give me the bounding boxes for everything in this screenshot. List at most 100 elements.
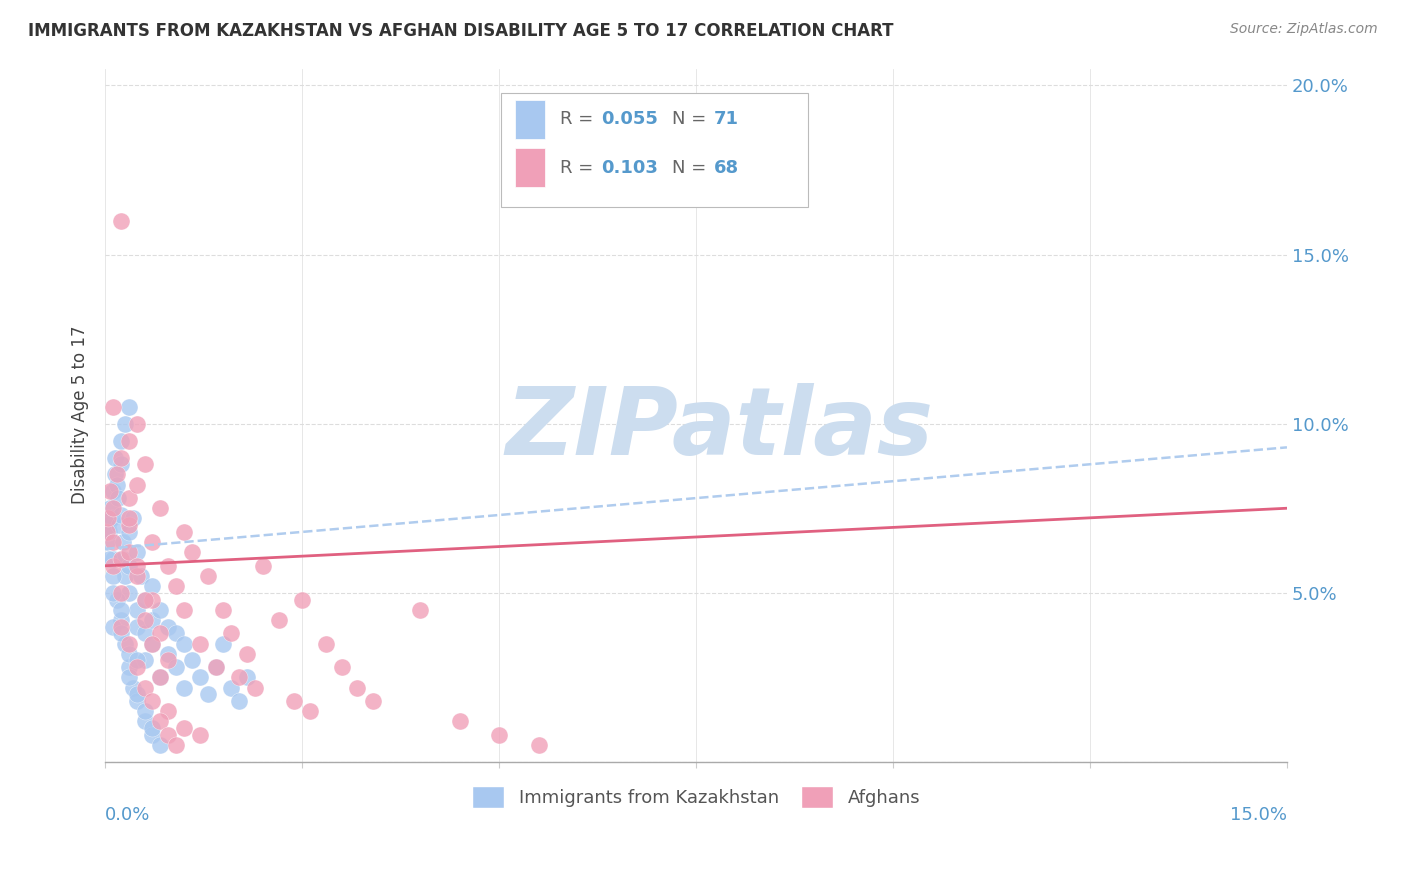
Point bbox=[204, 660, 226, 674]
Point bbox=[134, 457, 156, 471]
Point bbox=[141, 613, 163, 627]
Point bbox=[101, 552, 124, 566]
Point bbox=[134, 704, 156, 718]
Text: 68: 68 bbox=[714, 159, 740, 177]
Point bbox=[157, 558, 180, 573]
Point bbox=[129, 569, 152, 583]
Point bbox=[149, 626, 172, 640]
Point bbox=[488, 728, 510, 742]
Point bbox=[330, 660, 353, 674]
Point bbox=[112, 552, 135, 566]
Point bbox=[173, 681, 195, 695]
Point bbox=[299, 704, 322, 718]
Point bbox=[236, 647, 259, 661]
Point bbox=[105, 592, 128, 607]
Point bbox=[149, 738, 172, 752]
Point bbox=[118, 647, 141, 661]
Point bbox=[409, 603, 432, 617]
Point bbox=[121, 681, 143, 695]
Point bbox=[291, 592, 314, 607]
Point bbox=[118, 660, 141, 674]
Point bbox=[101, 619, 124, 633]
Text: N =: N = bbox=[672, 159, 713, 177]
Point bbox=[118, 545, 141, 559]
Point bbox=[104, 467, 127, 482]
Point bbox=[173, 636, 195, 650]
Point bbox=[165, 579, 187, 593]
Bar bbox=[515, 101, 544, 138]
Point bbox=[125, 545, 148, 559]
Point bbox=[105, 467, 128, 482]
Point bbox=[141, 535, 163, 549]
Point bbox=[149, 501, 172, 516]
Point bbox=[118, 491, 141, 505]
Point bbox=[101, 400, 124, 414]
Point bbox=[228, 694, 250, 708]
Point bbox=[107, 491, 129, 505]
Point bbox=[134, 714, 156, 729]
Point bbox=[173, 603, 195, 617]
Text: R =: R = bbox=[560, 159, 599, 177]
Point bbox=[96, 535, 118, 549]
Point bbox=[236, 670, 259, 684]
Text: 0.0%: 0.0% bbox=[105, 805, 150, 824]
Point bbox=[188, 636, 211, 650]
Point bbox=[110, 450, 132, 465]
Point bbox=[141, 636, 163, 650]
Point bbox=[157, 653, 180, 667]
Point bbox=[110, 586, 132, 600]
Point bbox=[283, 694, 305, 708]
Point bbox=[197, 569, 219, 583]
Point bbox=[125, 603, 148, 617]
Point bbox=[134, 681, 156, 695]
Point bbox=[110, 613, 132, 627]
Point bbox=[228, 670, 250, 684]
Point bbox=[110, 603, 132, 617]
Point bbox=[118, 524, 141, 539]
Point bbox=[141, 728, 163, 742]
Text: R =: R = bbox=[560, 111, 599, 128]
Point bbox=[118, 586, 141, 600]
Point bbox=[105, 477, 128, 491]
Point bbox=[267, 613, 290, 627]
Point bbox=[141, 636, 163, 650]
Point bbox=[125, 660, 148, 674]
Point bbox=[157, 704, 180, 718]
Point bbox=[114, 417, 136, 431]
Text: N =: N = bbox=[672, 111, 713, 128]
Point bbox=[141, 721, 163, 735]
Point bbox=[125, 558, 148, 573]
Point bbox=[125, 653, 148, 667]
Point bbox=[96, 524, 118, 539]
Point bbox=[361, 694, 384, 708]
Point bbox=[101, 558, 124, 573]
Point bbox=[197, 687, 219, 701]
Point bbox=[98, 501, 121, 516]
Point bbox=[101, 501, 124, 516]
Point bbox=[315, 636, 337, 650]
Text: 0.103: 0.103 bbox=[602, 159, 658, 177]
Point bbox=[114, 569, 136, 583]
Point bbox=[110, 457, 132, 471]
Point bbox=[97, 518, 120, 533]
Point bbox=[125, 694, 148, 708]
Point bbox=[173, 721, 195, 735]
Text: Source: ZipAtlas.com: Source: ZipAtlas.com bbox=[1230, 22, 1378, 37]
Point bbox=[97, 511, 120, 525]
Point bbox=[157, 647, 180, 661]
Point bbox=[101, 569, 124, 583]
Point bbox=[527, 738, 550, 752]
Point bbox=[118, 511, 141, 525]
Point bbox=[252, 558, 274, 573]
Point bbox=[141, 592, 163, 607]
Point bbox=[134, 653, 156, 667]
Text: 15.0%: 15.0% bbox=[1230, 805, 1286, 824]
Point bbox=[98, 552, 121, 566]
Point bbox=[165, 626, 187, 640]
Point bbox=[141, 579, 163, 593]
FancyBboxPatch shape bbox=[501, 93, 808, 207]
Point bbox=[118, 518, 141, 533]
Point bbox=[121, 511, 143, 525]
Point bbox=[134, 626, 156, 640]
Text: ZIPatlas: ZIPatlas bbox=[506, 383, 934, 475]
